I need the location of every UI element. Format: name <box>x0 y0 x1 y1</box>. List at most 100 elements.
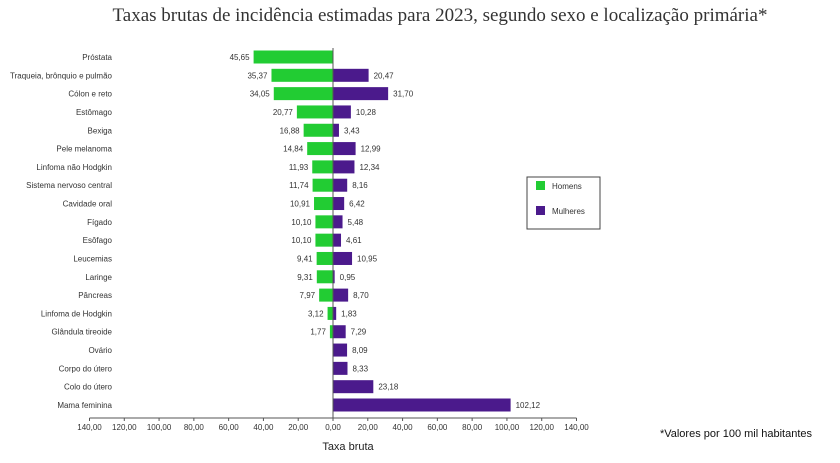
data-label-homens: 11,93 <box>289 163 309 172</box>
x-tick-label: 80,00 <box>184 423 205 432</box>
category-label: Esôfago <box>83 236 113 245</box>
bar-mulheres <box>333 306 337 320</box>
data-label-mulheres: 8,09 <box>352 346 368 355</box>
category-label: Bexiga <box>88 126 113 135</box>
data-label-mulheres: 3,43 <box>344 126 360 135</box>
data-label-homens: 10,91 <box>290 200 311 209</box>
bar-homens <box>303 123 333 137</box>
category-label: Estômago <box>76 108 113 117</box>
category-label: Fígado <box>87 218 112 227</box>
data-label-homens: 7,97 <box>300 291 316 300</box>
bar-homens <box>253 50 333 64</box>
bar-mulheres <box>333 123 339 137</box>
x-tick-label: 120,00 <box>529 423 554 432</box>
data-label-mulheres: 8,16 <box>352 181 368 190</box>
bar-mulheres <box>333 251 353 265</box>
bar-mulheres <box>333 380 374 394</box>
data-label-homens: 10,10 <box>291 236 312 245</box>
legend-swatch <box>536 206 545 215</box>
x-tick-label: 40,00 <box>253 423 274 432</box>
category-label: Próstata <box>82 53 112 62</box>
data-label-homens: 9,41 <box>297 254 313 263</box>
bar-homens <box>315 215 333 229</box>
bar-mulheres <box>333 68 369 82</box>
x-tick-label: 60,00 <box>219 423 240 432</box>
bar-mulheres <box>333 215 343 229</box>
bar-mulheres <box>333 160 355 174</box>
bar-homens <box>273 87 333 101</box>
bar-homens <box>307 142 333 156</box>
legend-swatch <box>536 181 545 190</box>
data-label-homens: 1,77 <box>310 328 326 337</box>
data-label-mulheres: 8,70 <box>353 291 369 300</box>
data-label-mulheres: 10,28 <box>356 108 377 117</box>
footnote: *Valores por 100 mil habitantes <box>659 428 812 440</box>
bar-mulheres <box>333 288 349 302</box>
bar-mulheres <box>333 233 342 247</box>
category-label: Glândula tireoide <box>52 328 113 337</box>
data-label-mulheres: 102,12 <box>516 401 541 410</box>
category-label: Laringe <box>85 273 112 282</box>
data-label-mulheres: 0,95 <box>340 273 356 282</box>
x-tick-label: 20,00 <box>288 423 309 432</box>
x-tick-label: 100,00 <box>147 423 172 432</box>
category-label: Leucemias <box>73 254 112 263</box>
data-label-homens: 10,10 <box>291 218 312 227</box>
data-label-homens: 16,88 <box>280 126 301 135</box>
data-label-mulheres: 4,61 <box>346 236 362 245</box>
category-label: Linfoma não Hodgkin <box>36 163 112 172</box>
data-label-mulheres: 10,95 <box>357 254 378 263</box>
legend-label: Mulheres <box>552 207 585 216</box>
category-label: Colo do útero <box>64 383 113 392</box>
data-label-mulheres: 31,70 <box>393 90 414 99</box>
data-label-mulheres: 20,47 <box>374 71 395 80</box>
bar-mulheres <box>333 270 335 284</box>
bar-homens <box>319 288 333 302</box>
data-label-homens: 20,77 <box>273 108 294 117</box>
data-label-homens: 45,65 <box>230 53 251 62</box>
data-label-homens: 34,05 <box>250 90 271 99</box>
x-tick-label: 80,00 <box>462 423 483 432</box>
data-label-mulheres: 23,18 <box>378 383 399 392</box>
bar-mulheres <box>333 197 345 211</box>
bar-homens <box>327 306 333 320</box>
bar-homens <box>312 160 333 174</box>
bar-homens <box>312 178 333 192</box>
category-label: Traqueia, brônquio e pulmão <box>10 71 113 80</box>
x-tick-label: 60,00 <box>427 423 448 432</box>
category-label: Pele melanoma <box>56 145 112 154</box>
bar-mulheres <box>333 343 348 357</box>
x-tick-label: 0,00 <box>325 423 341 432</box>
data-label-mulheres: 1,83 <box>341 309 357 318</box>
bar-homens <box>316 251 333 265</box>
x-tick-label: 140,00 <box>564 423 589 432</box>
data-label-homens: 9,31 <box>297 273 313 282</box>
data-label-mulheres: 12,34 <box>359 163 380 172</box>
x-tick-label: 100,00 <box>495 423 520 432</box>
x-tick-label: 120,00 <box>112 423 137 432</box>
legend-label: Homens <box>552 182 582 191</box>
category-label: Linfoma de Hodgkin <box>41 309 112 318</box>
x-tick-label: 20,00 <box>358 423 379 432</box>
bar-homens <box>329 325 333 339</box>
data-label-homens: 14,84 <box>283 145 304 154</box>
data-label-mulheres: 5,48 <box>348 218 364 227</box>
bar-homens <box>314 197 333 211</box>
category-label: Cavidade oral <box>63 200 113 209</box>
category-label: Sistema nervoso central <box>26 181 112 190</box>
bar-homens <box>316 270 333 284</box>
bar-mulheres <box>333 325 346 339</box>
data-label-homens: 35,37 <box>247 71 268 80</box>
bar-homens <box>315 233 333 247</box>
data-label-mulheres: 12,99 <box>361 145 382 154</box>
data-label-homens: 11,74 <box>289 181 309 190</box>
x-tick-label: 40,00 <box>393 423 414 432</box>
bar-mulheres <box>333 178 348 192</box>
bar-mulheres <box>333 142 356 156</box>
category-label: Cólon e reto <box>68 90 112 99</box>
chart-title: Taxas brutas de incidência estimadas par… <box>112 5 768 26</box>
category-label: Mama feminina <box>57 401 112 410</box>
x-axis-title: Taxa bruta <box>322 441 374 453</box>
data-label-mulheres: 6,42 <box>349 200 365 209</box>
